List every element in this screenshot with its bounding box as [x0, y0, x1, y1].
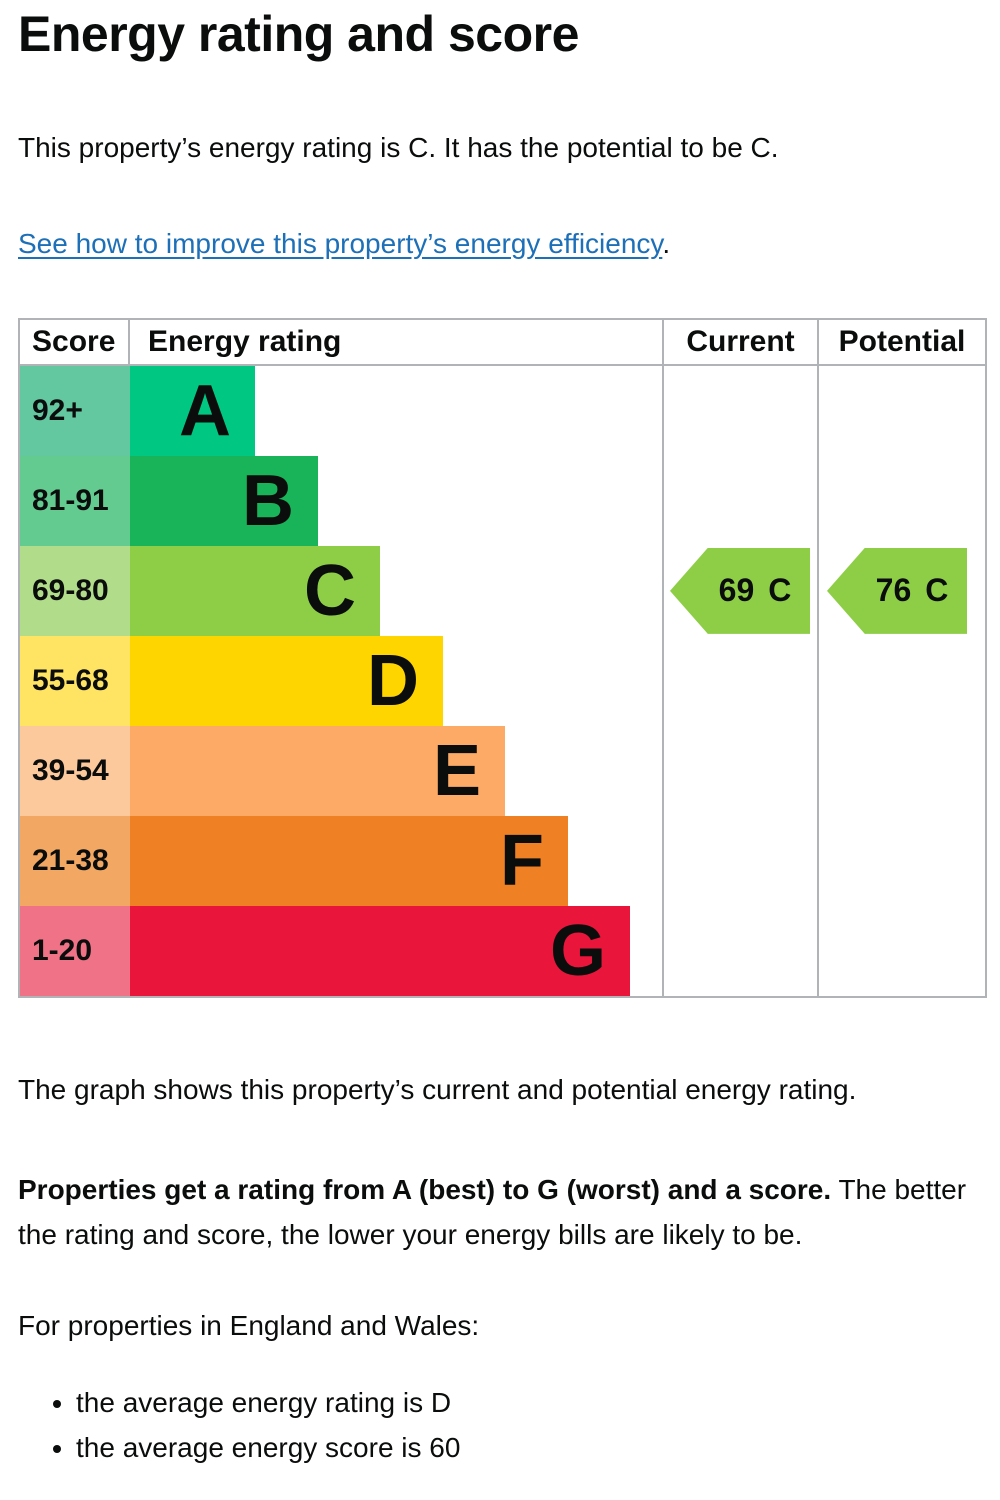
band-bar-g: G: [130, 905, 630, 996]
current-column-cell: [662, 725, 819, 816]
column-header-potential: Potential: [819, 319, 985, 366]
column-header-current: Current: [662, 319, 819, 366]
band-bar-a: A: [130, 365, 255, 456]
improve-efficiency-link[interactable]: See how to improve this property’s energ…: [18, 227, 663, 259]
band-letter: B: [242, 460, 294, 541]
chart-header-row: Score Energy rating Current Potential: [20, 319, 985, 366]
rating-explanation-rest: The better the rating and score, the low…: [18, 1174, 967, 1251]
column-header-energy-rating: Energy rating: [130, 319, 662, 366]
epc-band-row-f: 21-38 F: [20, 815, 985, 906]
current-column-cell: [662, 905, 819, 996]
improve-link-line: See how to improve this property’s energ…: [18, 228, 982, 260]
band-bar-f: F: [130, 815, 568, 906]
current-column-cell: [662, 635, 819, 726]
current-column-cell: [662, 455, 819, 546]
band-letter: C: [304, 550, 356, 631]
band-score-range: 81-91: [20, 455, 130, 546]
potential-column-cell: [819, 725, 985, 816]
potential-column-cell: [819, 455, 985, 546]
epc-band-row-e: 39-54 E: [20, 725, 985, 816]
band-bar-cell: B: [130, 455, 662, 546]
column-header-score: Score: [20, 319, 130, 366]
current-column-cell: [662, 365, 819, 456]
link-period: .: [662, 227, 671, 259]
epc-band-row-b: 81-91 B: [20, 455, 985, 546]
band-letter: F: [500, 820, 544, 901]
band-bar-d: D: [130, 635, 443, 726]
potential-column-cell: [819, 905, 985, 996]
band-letter: A: [179, 370, 231, 451]
epc-band-row-g: 1-20 G: [20, 905, 985, 996]
chart-band-rows: 92+ A 81-91 B 69-80 C 55-68 D 39-54 E 21-38 F 1-20 G: [20, 365, 985, 996]
band-bar-e: E: [130, 725, 505, 816]
band-letter: D: [367, 640, 419, 721]
potential-column-cell: [819, 815, 985, 906]
current-column-cell: [662, 815, 819, 906]
average-stats-list: the average energy rating is D the avera…: [18, 1380, 982, 1471]
page-title: Energy rating and score: [18, 6, 579, 62]
energy-rating-chart: Score Energy rating Current Potential 92…: [18, 317, 987, 998]
band-bar-cell: D: [130, 635, 662, 726]
band-letter: E: [432, 730, 481, 811]
potential-column-cell: [819, 635, 985, 726]
graph-caption: The graph shows this property’s current …: [18, 1073, 857, 1105]
rating-explanation: Properties get a rating from A (best) to…: [18, 1168, 982, 1258]
band-score-range: 39-54: [20, 725, 130, 816]
band-bar-cell: A: [130, 365, 662, 456]
band-letter: G: [549, 910, 606, 991]
potential-score: 76: [875, 572, 912, 609]
band-score-range: 55-68: [20, 635, 130, 726]
average-rating-item: the average energy rating is D: [76, 1380, 982, 1425]
rating-explanation-bold: Properties get a rating from A (best) to…: [18, 1174, 832, 1206]
band-score-range: 1-20: [20, 905, 130, 996]
band-score-range: 69-80: [20, 545, 130, 636]
average-score-item: the average energy score is 60: [76, 1425, 982, 1470]
band-bar-c: C: [130, 545, 380, 636]
band-bar-cell: G: [130, 905, 662, 996]
intro-text: This property’s energy rating is C. It h…: [18, 131, 779, 163]
potential-band-letter: C: [925, 572, 949, 609]
band-bar-cell: F: [130, 815, 662, 906]
band-score-range: 92+: [20, 365, 130, 456]
epc-band-row-a: 92+ A: [20, 365, 985, 456]
current-score: 69: [718, 572, 755, 609]
band-bar-b: B: [130, 455, 318, 546]
potential-column-cell: [819, 365, 985, 456]
epc-band-row-d: 55-68 D: [20, 635, 985, 726]
current-band-letter: C: [768, 572, 792, 609]
region-heading: For properties in England and Wales:: [18, 1309, 480, 1341]
band-score-range: 21-38: [20, 815, 130, 906]
band-bar-cell: C: [130, 545, 662, 636]
band-bar-cell: E: [130, 725, 662, 816]
